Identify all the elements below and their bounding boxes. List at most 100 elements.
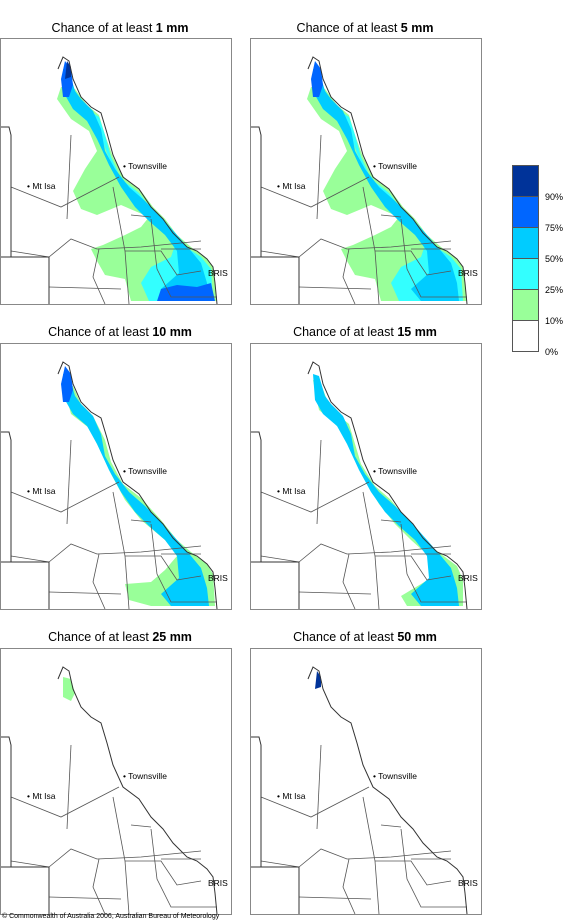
region-borders bbox=[10, 439, 217, 609]
rain-area bbox=[157, 283, 215, 301]
rain-area bbox=[313, 69, 459, 301]
border-line bbox=[125, 250, 202, 276]
border-line bbox=[66, 439, 72, 525]
legend-swatch-25 bbox=[512, 258, 539, 290]
border-line bbox=[400, 218, 467, 298]
border-line bbox=[66, 744, 72, 830]
border-line bbox=[260, 848, 452, 868]
border-line bbox=[260, 238, 452, 258]
label-brisbane: BRIS bbox=[458, 878, 478, 888]
copyright-notice: © Commonwealth of Australia 2006, Austra… bbox=[2, 913, 220, 920]
region-borders bbox=[260, 134, 467, 304]
border-line bbox=[362, 796, 380, 914]
region-borders bbox=[10, 134, 217, 304]
region-borders bbox=[10, 744, 217, 914]
border-line bbox=[125, 860, 202, 886]
map-svg: • Townsville • Mt Isa BRIS bbox=[1, 361, 228, 609]
border-line bbox=[316, 134, 322, 220]
coastline bbox=[1, 361, 218, 609]
legend-tick-25: 25% bbox=[545, 285, 564, 295]
border-line bbox=[10, 543, 202, 563]
legend-tick-10: 10% bbox=[545, 316, 564, 326]
label-townsville: • Townsville bbox=[123, 771, 167, 781]
border-line bbox=[112, 796, 130, 914]
legend-swatch-0 bbox=[512, 320, 539, 352]
border-line bbox=[48, 286, 122, 290]
border-line bbox=[342, 553, 356, 609]
panel-title-25mm: Chance of at least 25 mm bbox=[48, 630, 192, 644]
border-line bbox=[150, 523, 217, 603]
border-line bbox=[48, 591, 122, 595]
border-line bbox=[400, 828, 467, 908]
panel-title-1mm: Chance of at least 1 mm bbox=[51, 21, 189, 35]
map-10mm: • Townsville • Mt Isa BRIS bbox=[0, 343, 232, 610]
coastline bbox=[1, 56, 218, 304]
map-svg: • Townsville • Mt Isa BRIS bbox=[251, 666, 478, 914]
panel-title-15mm: Chance of at least 15 mm bbox=[293, 325, 437, 339]
border-line bbox=[316, 439, 322, 525]
map-svg: • Townsville • Mt Isa BRIS bbox=[1, 666, 228, 914]
border-line bbox=[375, 250, 452, 276]
legend-swatch-10 bbox=[512, 289, 539, 321]
legend-tick-50: 50% bbox=[545, 254, 564, 264]
label-mt-isa: • Mt Isa bbox=[277, 181, 306, 191]
border-line bbox=[66, 134, 72, 220]
border-line bbox=[10, 176, 120, 208]
label-brisbane: BRIS bbox=[208, 268, 228, 278]
border-line bbox=[125, 555, 202, 581]
border-line bbox=[130, 214, 152, 218]
label-mt-isa: • Mt Isa bbox=[27, 181, 56, 191]
border-line bbox=[260, 481, 370, 513]
border-line bbox=[130, 519, 152, 523]
rain-area bbox=[313, 374, 459, 606]
border-line bbox=[130, 824, 152, 828]
rain-area bbox=[61, 366, 73, 402]
border-line bbox=[342, 248, 356, 304]
label-brisbane: BRIS bbox=[458, 573, 478, 583]
panel-title-10mm: Chance of at least 10 mm bbox=[48, 325, 192, 339]
border-line bbox=[380, 824, 402, 828]
label-townsville: • Townsville bbox=[123, 466, 167, 476]
rain-area bbox=[63, 374, 209, 606]
border-line bbox=[10, 786, 120, 818]
coastline bbox=[251, 361, 468, 609]
legend-swatch-75 bbox=[512, 196, 539, 228]
rainfall-probability-shading bbox=[57, 61, 217, 301]
panel-title-5mm: Chance of at least 5 mm bbox=[296, 21, 434, 35]
border-line bbox=[92, 553, 106, 609]
label-brisbane: BRIS bbox=[208, 878, 228, 888]
coastline bbox=[1, 666, 218, 914]
border-line bbox=[10, 238, 202, 258]
map-svg: • Townsville • Mt Isa BRIS bbox=[1, 56, 228, 304]
legend-swatch-90 bbox=[512, 165, 539, 197]
rainfall-probability-shading bbox=[61, 366, 215, 606]
border-line bbox=[260, 786, 370, 818]
label-brisbane: BRIS bbox=[458, 268, 478, 278]
border-line bbox=[380, 519, 402, 523]
border-line bbox=[362, 491, 380, 609]
map-svg: • Townsville • Mt Isa BRIS bbox=[251, 56, 478, 304]
border-line bbox=[150, 828, 217, 908]
label-townsville: • Townsville bbox=[373, 161, 417, 171]
border-line bbox=[298, 591, 372, 595]
label-mt-isa: • Mt Isa bbox=[27, 791, 56, 801]
rain-area bbox=[311, 61, 323, 97]
border-line bbox=[260, 176, 370, 208]
region-borders bbox=[260, 439, 467, 609]
border-line bbox=[112, 491, 130, 609]
legend-tick-75: 75% bbox=[545, 223, 564, 233]
border-line bbox=[380, 214, 402, 218]
border-line bbox=[316, 744, 322, 830]
border-line bbox=[298, 286, 372, 290]
border-line bbox=[10, 481, 120, 513]
border-line bbox=[92, 248, 106, 304]
map-25mm: • Townsville • Mt Isa BRIS bbox=[0, 648, 232, 915]
border-line bbox=[400, 523, 467, 603]
map-svg: • Townsville • Mt Isa BRIS bbox=[251, 361, 478, 609]
border-line bbox=[48, 896, 122, 900]
label-townsville: • Townsville bbox=[123, 161, 167, 171]
panel-title-50mm: Chance of at least 50 mm bbox=[293, 630, 437, 644]
rain-area bbox=[63, 69, 209, 301]
rainfall-probability-shading bbox=[307, 61, 467, 301]
border-line bbox=[342, 858, 356, 914]
